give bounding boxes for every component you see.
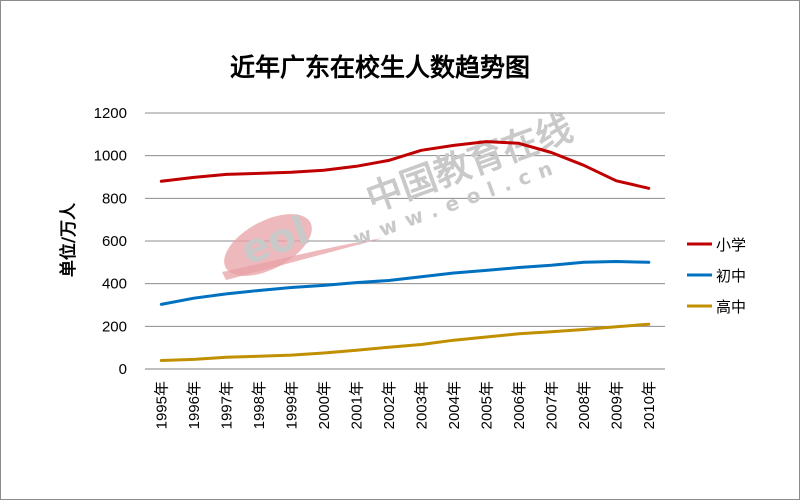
x-tick-label: 1996年 (186, 381, 203, 429)
y-axis: 0 200 400 600 800 1000 1200 (94, 105, 127, 378)
x-tick-label: 2008年 (576, 381, 593, 429)
y-tick-label: 1000 (94, 148, 127, 165)
series-line (159, 140, 651, 190)
x-tick-label: 2005年 (478, 381, 495, 429)
y-tick-label: 200 (102, 318, 127, 335)
series-line (159, 260, 651, 306)
watermark-logo-swoosh (224, 214, 312, 276)
chart-title: 近年广东在校生人数趋势图 (229, 53, 530, 82)
x-axis: 1995年 1996年 1997年 1998年 1999年 2000年 2001年 2002年… (145, 368, 665, 429)
y-tick-label: 800 (102, 190, 127, 207)
x-tick-label: 1999年 (283, 381, 300, 429)
y-tick-label: 0 (119, 361, 127, 378)
x-tick-label: 2000年 (316, 381, 333, 429)
watermark-logo-tail (222, 238, 384, 280)
x-tick-label: 1997年 (218, 381, 235, 429)
x-tick-label: 2007年 (543, 381, 560, 429)
series-line (159, 322, 651, 362)
y-axis-label: 单位/万人 (58, 202, 79, 277)
x-tick-label: 2006年 (511, 381, 528, 429)
y-tick-label: 400 (102, 276, 127, 293)
legend-label: 高中 (716, 298, 746, 316)
y-tick-label: 600 (102, 233, 127, 250)
x-tick-label: 2004年 (446, 381, 463, 429)
x-tick-label: 2009年 (608, 381, 625, 429)
x-tick-label: 1995年 (153, 381, 170, 429)
y-tick-label: 1200 (94, 105, 127, 122)
series-lines (159, 140, 651, 362)
legend-label: 初中 (716, 267, 746, 285)
x-tick-label: 2002年 (381, 381, 398, 429)
x-tick-label: 2010年 (641, 381, 658, 429)
x-tick-label: 1998年 (251, 381, 268, 429)
x-tick-label: 2001年 (348, 381, 365, 429)
x-tick-label: 2003年 (413, 381, 430, 429)
legend-label: 小学 (716, 236, 746, 254)
